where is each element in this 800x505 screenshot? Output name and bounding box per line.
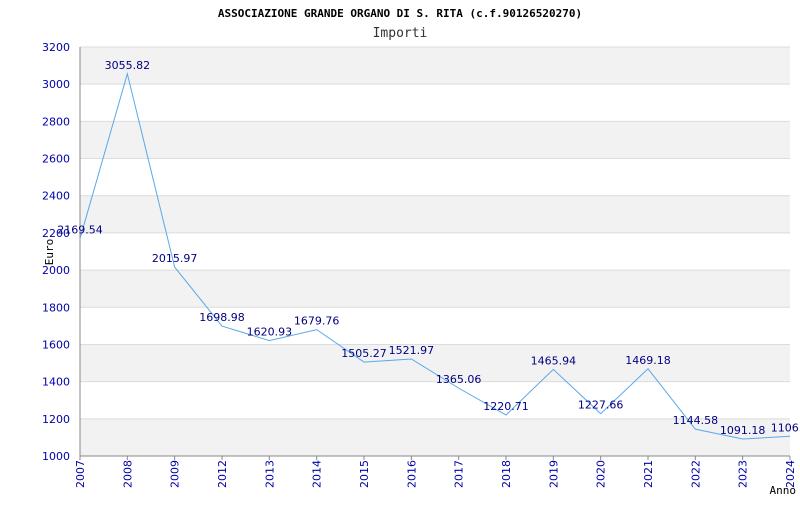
y-tick-labels: 1000 1200 1400 1600 1800 2000 2200 2400 2600 2800… <box>42 41 70 463</box>
y-tick-label: 2200 <box>42 227 70 240</box>
y-tick-label: 2000 <box>42 264 70 277</box>
chart-subtitle: Importi <box>373 26 428 41</box>
x-tick-label: 2024 <box>784 460 797 488</box>
data-label: 1521.97 <box>389 344 435 357</box>
x-tick-label: 2018 <box>500 460 513 488</box>
data-label: 1144.58 <box>673 414 719 427</box>
grid-band <box>80 344 790 382</box>
x-tick-label: 2017 <box>453 460 466 488</box>
x-tick-label: 2014 <box>311 460 324 488</box>
y-tick-label: 1200 <box>42 413 70 426</box>
x-tick-label: 2022 <box>689 460 702 488</box>
data-label: 1469.18 <box>625 354 671 367</box>
x-tick-label: 2012 <box>216 460 229 488</box>
y-tick-label: 2800 <box>42 115 70 128</box>
data-label: 1465.94 <box>531 354 577 367</box>
data-label: 1106.2 <box>771 421 800 434</box>
data-label: 1220.71 <box>483 400 529 413</box>
x-tick-label: 2023 <box>737 460 750 488</box>
data-labels: 2169.54 3055.82 2015.97 1698.981620.931679.… <box>57 59 800 437</box>
data-label: 1227.66 <box>578 399 624 412</box>
y-tick-label: 2400 <box>42 190 70 203</box>
x-tick-label: 2008 <box>121 460 134 488</box>
x-tick-label: 2015 <box>358 460 371 488</box>
x-tick-label: 2020 <box>595 460 608 488</box>
y-tick-label: 1600 <box>42 338 70 351</box>
y-tick-label: 3000 <box>42 78 70 91</box>
data-label: 3055.82 <box>105 59 151 72</box>
data-label: 1620.93 <box>247 326 293 339</box>
y-axis-label: Euro <box>43 239 56 266</box>
data-label: 2015.97 <box>152 252 198 265</box>
data-label: 2169.54 <box>57 224 103 237</box>
chart-title: ASSOCIAZIONE GRANDE ORGANO DI S. RITA (c… <box>218 7 582 20</box>
grid-band <box>80 270 790 308</box>
grid-bands <box>80 47 790 456</box>
x-tick-label: 2007 <box>74 460 87 488</box>
grid-band <box>80 121 790 159</box>
grid-band <box>80 47 790 85</box>
x-tick-labels: 2007 2008 2009 2012 2013 2014 2015 2016 2017 2018… <box>74 456 797 488</box>
data-label: 1505.27 <box>341 347 387 360</box>
data-label: 1698.98 <box>199 311 245 324</box>
y-tick-label: 1800 <box>42 301 70 314</box>
y-tick-label: 1000 <box>42 450 70 463</box>
data-label: 1679.76 <box>294 315 340 328</box>
series-line <box>79 71 791 440</box>
y-tick-label: 2600 <box>42 153 70 166</box>
grid-band <box>80 418 790 456</box>
grid-band <box>80 195 790 233</box>
x-axis-label: Anno <box>770 484 797 497</box>
y-tick-label: 1400 <box>42 376 70 389</box>
x-tick-label: 2009 <box>169 460 182 488</box>
x-tick-label: 2021 <box>642 460 655 488</box>
x-tick-label: 2019 <box>547 460 560 488</box>
x-tick-label: 2016 <box>405 460 418 488</box>
x-tick-label: 2013 <box>263 460 276 488</box>
data-label: 1365.06 <box>436 373 482 386</box>
y-tick-label: 3200 <box>42 41 70 54</box>
data-label: 1091.18 <box>720 424 766 437</box>
